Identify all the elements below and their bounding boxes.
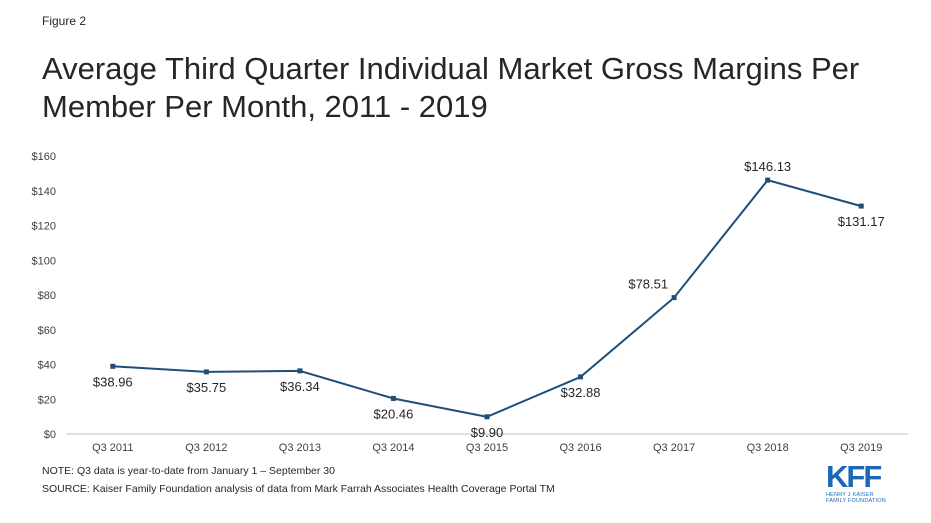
x-tick-label: Q3 2015 — [466, 442, 508, 454]
data-label: $78.51 — [628, 277, 668, 292]
logo-mark: KFF — [826, 462, 906, 492]
y-tick-label: $120 — [32, 221, 56, 233]
x-tick-label: Q3 2017 — [653, 442, 695, 454]
data-point — [859, 204, 864, 209]
data-label: $146.13 — [744, 159, 791, 174]
source-text: SOURCE: Kaiser Family Foundation analysi… — [42, 483, 555, 495]
x-tick-label: Q3 2013 — [279, 442, 321, 454]
x-axis: Q3 2011 Q3 2012 Q3 2013 Q3 2014 Q3 2015 Q3 20… — [92, 442, 882, 454]
x-tick-label: Q3 2012 — [185, 442, 227, 454]
x-tick-label: Q3 2011 — [92, 442, 133, 454]
data-point — [765, 178, 770, 183]
x-tick-label: Q3 2018 — [747, 442, 789, 454]
data-label: $9.90 — [471, 425, 504, 440]
logo-line-2: FAMILY FOUNDATION — [826, 498, 906, 504]
line-chart: $0$20$40$60$80$100$120$140$160 Q3 2011 Q3… — [0, 0, 931, 460]
y-tick-label: $100 — [32, 255, 56, 267]
y-tick-label: $40 — [38, 360, 56, 372]
data-label: $38.96 — [93, 374, 133, 389]
kff-logo: KFF HENRY J KAISER FAMILY FOUNDATION — [826, 462, 906, 504]
x-tick-label: Q3 2019 — [840, 442, 882, 454]
data-label: $36.34 — [280, 379, 320, 394]
data-point — [672, 295, 677, 300]
y-tick-label: $20 — [38, 394, 56, 406]
y-tick-label: $80 — [38, 290, 56, 302]
note-text: NOTE: Q3 data is year-to-date from Janua… — [42, 465, 335, 477]
data-labels: $38.96 $35.75 $36.34 $20.46 $9.90 $32.88 $78.5… — [93, 159, 885, 440]
data-point — [204, 369, 209, 374]
y-tick-label: $140 — [32, 186, 56, 198]
y-tick-label: $160 — [32, 151, 56, 163]
y-tick-label: $60 — [38, 325, 56, 337]
x-tick-label: Q3 2016 — [559, 442, 601, 454]
y-tick-label: $0 — [44, 429, 56, 441]
data-point — [391, 396, 396, 401]
data-point — [578, 374, 583, 379]
data-label: $20.46 — [374, 406, 414, 421]
x-tick-label: Q3 2014 — [372, 442, 414, 454]
data-point — [485, 414, 490, 419]
data-label: $32.88 — [561, 385, 601, 400]
data-label: $131.17 — [838, 214, 885, 229]
data-point — [297, 368, 302, 373]
data-point — [110, 364, 115, 369]
y-axis: $0 $20 $40 $60 $80 $100 $120 $140 $160 — [32, 151, 56, 441]
data-label: $35.75 — [186, 380, 226, 395]
